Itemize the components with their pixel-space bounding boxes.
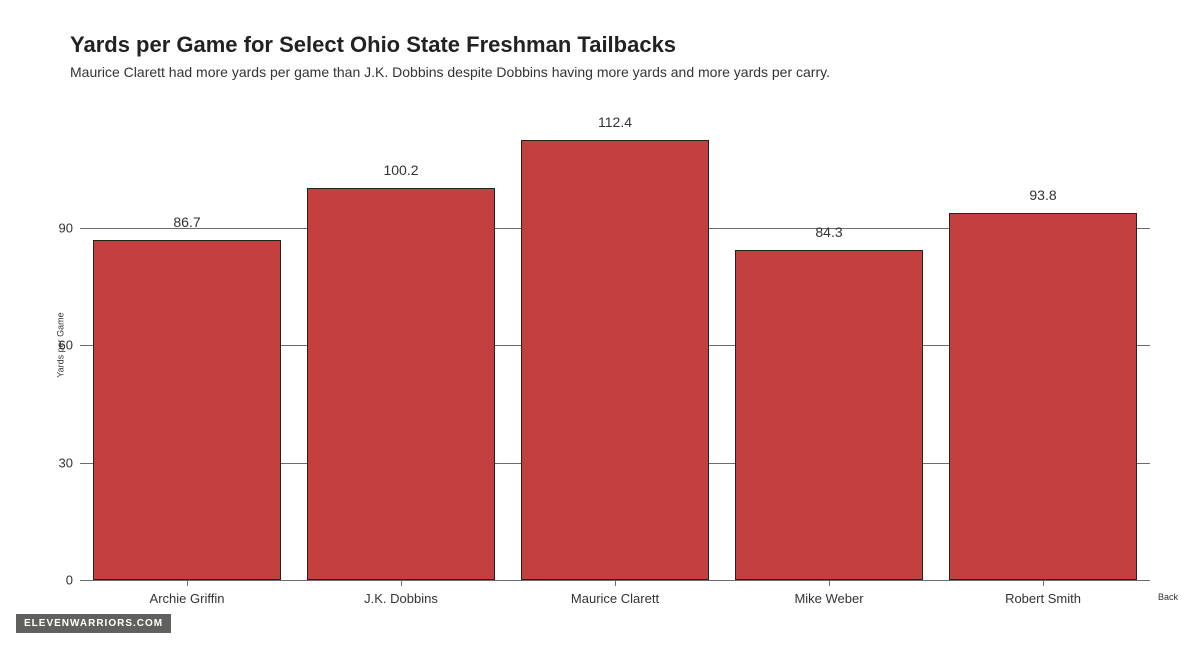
bar — [735, 250, 923, 580]
bar-value-label: 112.4 — [598, 114, 632, 130]
y-tick-label: 90 — [45, 220, 73, 235]
bar-slot: 86.7Archie Griffin — [80, 110, 294, 580]
bars-group: 86.7Archie Griffin100.2J.K. Dobbins112.4… — [80, 110, 1150, 580]
plot-area: Yards per Game Back 0306090 86.7Archie G… — [80, 110, 1150, 580]
bar-value-label: 84.3 — [815, 224, 842, 240]
bar-value-label: 86.7 — [173, 214, 200, 230]
x-tick — [1043, 580, 1044, 586]
bar-category-label: J.K. Dobbins — [364, 591, 438, 606]
bar — [949, 213, 1137, 580]
chart-title: Yards per Game for Select Ohio State Fre… — [70, 32, 1160, 58]
bar — [307, 188, 495, 580]
bar — [521, 140, 709, 580]
source-badge: ELEVENWARRIORS.COM — [16, 614, 171, 633]
bar-category-label: Robert Smith — [1005, 591, 1081, 606]
bar-category-label: Archie Griffin — [150, 591, 225, 606]
x-tick — [615, 580, 616, 586]
bar-slot: 100.2J.K. Dobbins — [294, 110, 508, 580]
bar-value-label: 93.8 — [1029, 187, 1056, 203]
bar-value-label: 100.2 — [383, 162, 418, 178]
chart-subtitle: Maurice Clarett had more yards per game … — [70, 64, 1160, 80]
y-tick-label: 30 — [45, 455, 73, 470]
chart-container: Yards per Game for Select Ohio State Fre… — [0, 0, 1200, 647]
x-tick — [829, 580, 830, 586]
y-tick-label: 60 — [45, 338, 73, 353]
bar-slot: 112.4Maurice Clarett — [508, 110, 722, 580]
bar-slot: 93.8Robert Smith — [936, 110, 1150, 580]
x-tick — [187, 580, 188, 586]
bar-category-label: Maurice Clarett — [571, 591, 659, 606]
x-tick — [401, 580, 402, 586]
y-tick-label: 0 — [45, 573, 73, 588]
bar-slot: 84.3Mike Weber — [722, 110, 936, 580]
x-axis-label: Back — [1158, 592, 1178, 602]
bar-category-label: Mike Weber — [794, 591, 863, 606]
bar — [93, 240, 281, 580]
